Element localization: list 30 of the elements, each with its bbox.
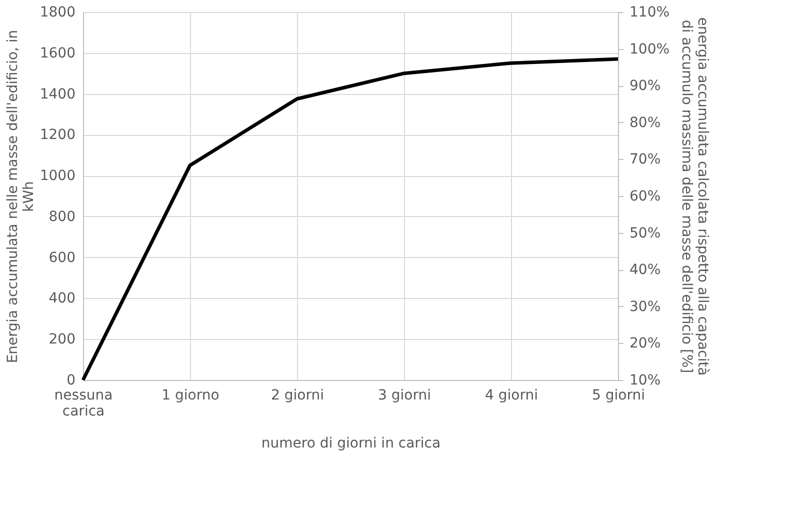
x-tick-label: 3 giorni (378, 388, 431, 404)
y-tick-label: 0 (66, 372, 76, 388)
y2-tick-label: 30% (630, 298, 661, 315)
x-tick-label: 2 giorni (271, 388, 324, 404)
y2-tick-label: 10% (630, 372, 661, 388)
y-tick-label: 400 (48, 290, 76, 307)
y-axis-title: Energia accumulata nelle masse dell'edificio, in kWh (4, 30, 37, 364)
y2-tick-label: 90% (630, 78, 661, 94)
y2-tick-label: 80% (630, 114, 661, 131)
y2-tick-label: 60% (630, 188, 661, 204)
y-tick-label: 1800 (40, 4, 76, 20)
y-tick-label: 800 (48, 208, 76, 225)
y2-tick-label: 110% (630, 4, 670, 20)
y2-tick-label: 40% (630, 262, 661, 278)
y2-tick-label: 20% (630, 336, 661, 352)
y2-tick-label: 70% (630, 152, 661, 168)
y-tick-label: 600 (48, 250, 76, 266)
y-tick-label: 1600 (40, 45, 76, 62)
x-axis-title: numero di giorni in carica (261, 436, 441, 452)
y2-tick-label: 100% (630, 41, 670, 58)
y-tick-label: 1400 (40, 86, 76, 102)
y-tick-label: 1200 (40, 127, 76, 144)
y2-tick-label: 50% (630, 225, 661, 242)
y-tick-label: 1000 (40, 168, 76, 184)
x-tick-label: 5 giorni (592, 388, 645, 404)
y-tick-label: 200 (48, 332, 76, 348)
x-tick-label: 4 giorni (485, 388, 538, 404)
x-tick-label: nessuna carica (54, 388, 113, 420)
x-tick-label: 1 giorno (162, 388, 220, 404)
y2-axis-title: energia accumulata calcolata rispetto alla capacità di accumulo massima delle masse dell'edificio [%] (678, 17, 711, 376)
